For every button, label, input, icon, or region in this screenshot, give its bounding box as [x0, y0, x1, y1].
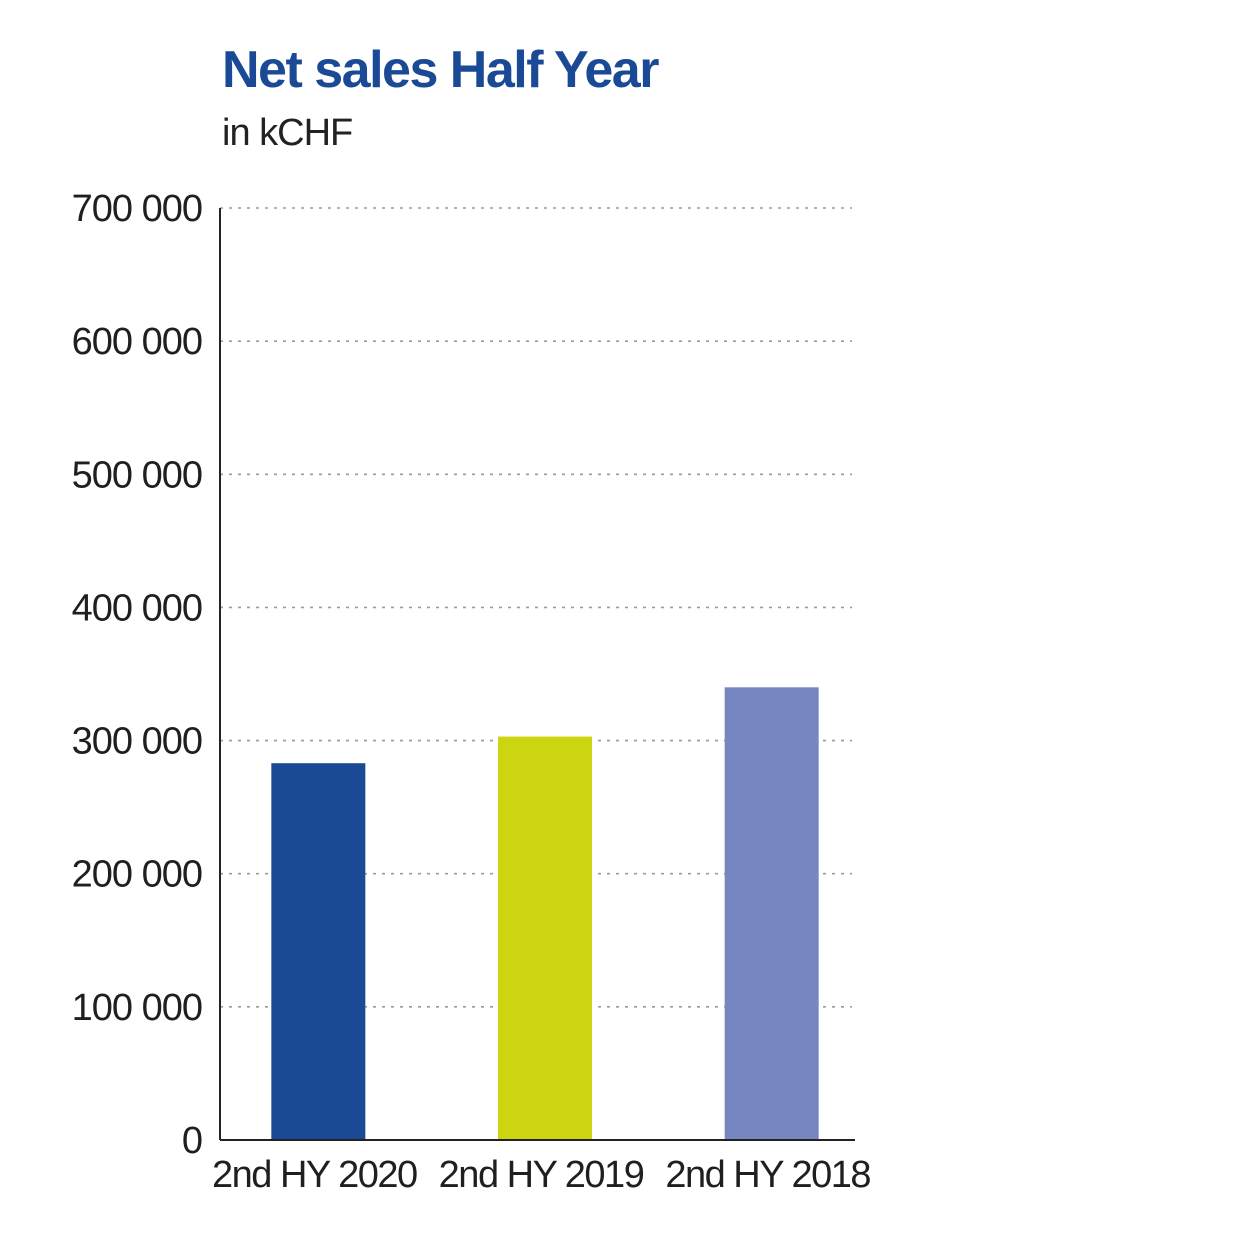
bar: [724, 687, 819, 1140]
x-tick-label: 2nd HY 2018: [665, 1154, 870, 1196]
bar: [498, 736, 592, 1140]
tick-labels: 0 100 000 200 000 300 000 400 000 500 000 600 …: [72, 188, 872, 1196]
bar: [271, 763, 366, 1140]
chart-title: Net sales Half Year: [222, 41, 659, 99]
y-tick-label: 0: [182, 1120, 202, 1162]
y-tick-label: 500 000: [72, 454, 202, 496]
axes: [219, 208, 855, 1141]
y-tick-label: 300 000: [72, 721, 202, 763]
bars: [271, 687, 819, 1140]
y-tick-label: 700 000: [72, 188, 202, 230]
x-tick-label: 2nd HY 2019: [439, 1154, 644, 1196]
chart-subtitle: in kCHF: [222, 112, 353, 154]
y-tick-label: 600 000: [72, 321, 202, 363]
x-tick-label: 2nd HY 2020: [212, 1154, 417, 1196]
y-tick-label: 100 000: [72, 987, 202, 1029]
y-tick-label: 400 000: [72, 587, 202, 629]
y-tick-label: 200 000: [72, 854, 202, 896]
